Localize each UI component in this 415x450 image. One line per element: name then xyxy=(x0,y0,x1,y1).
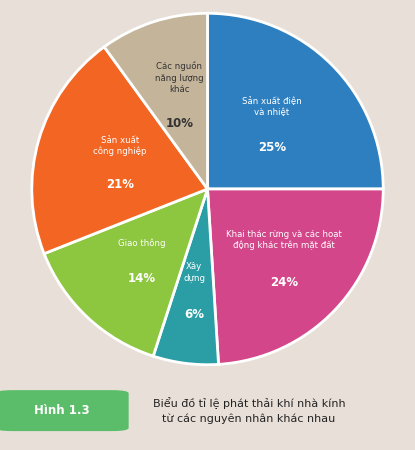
Wedge shape xyxy=(44,189,208,356)
Wedge shape xyxy=(153,189,219,364)
Text: 6%: 6% xyxy=(184,308,204,321)
Text: Sản xuất
công nghiệp: Sản xuất công nghiệp xyxy=(93,135,146,156)
Text: Xây
dựng: Xây dựng xyxy=(183,262,205,283)
Text: Các nguồn
năng lượng
khác: Các nguồn năng lượng khác xyxy=(155,61,204,94)
Text: Sản xuất điện
và nhiệt: Sản xuất điện và nhiệt xyxy=(242,97,302,117)
Text: Khai thác rừng và các hoạt
động khác trên mặt đất: Khai thác rừng và các hoạt động khác trê… xyxy=(227,230,342,251)
Text: Giao thông: Giao thông xyxy=(117,239,165,248)
FancyBboxPatch shape xyxy=(0,390,129,431)
Wedge shape xyxy=(208,189,383,364)
Text: 24%: 24% xyxy=(270,276,298,289)
Text: 25%: 25% xyxy=(258,141,286,154)
Wedge shape xyxy=(208,14,383,189)
Wedge shape xyxy=(104,14,208,189)
Text: 10%: 10% xyxy=(165,117,193,130)
Text: Biểu đồ tỉ lệ phát thải khí nhà kính
từ các nguyên nhân khác nhau: Biểu đồ tỉ lệ phát thải khí nhà kính từ … xyxy=(153,397,345,424)
Wedge shape xyxy=(32,47,208,254)
Text: 14%: 14% xyxy=(127,272,155,285)
Text: 21%: 21% xyxy=(106,178,134,191)
Text: Hình 1.3: Hình 1.3 xyxy=(34,404,90,417)
